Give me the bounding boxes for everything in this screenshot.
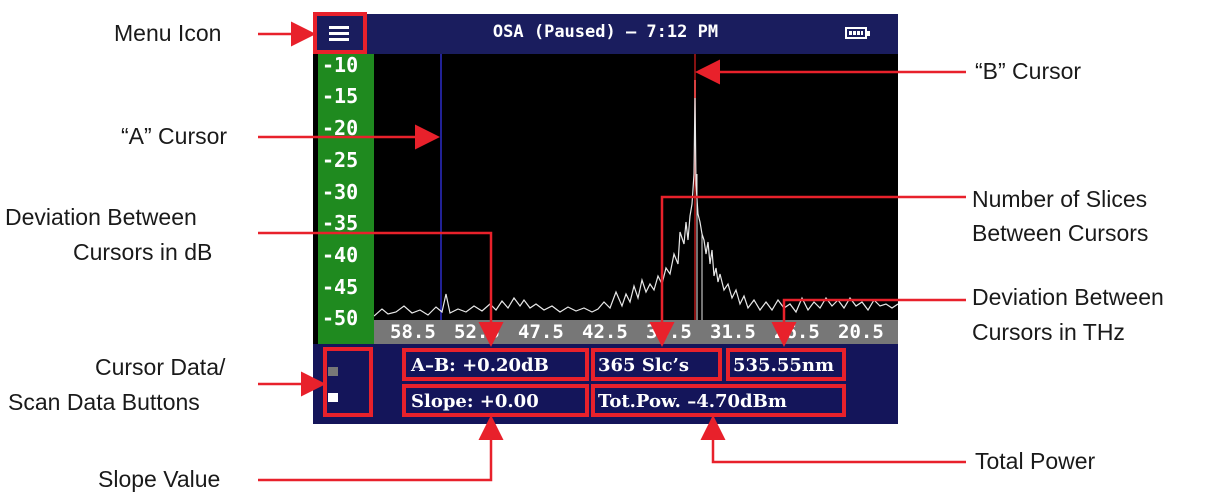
deviation-db-highlight	[402, 348, 589, 381]
y-tick-label: -50	[322, 306, 359, 330]
scan-data-button[interactable]	[328, 393, 338, 402]
x-axis: 58.5 52.5 47.5 42.5 36.5 31.5 26.5 20.5	[374, 320, 898, 344]
slices-highlight	[591, 348, 722, 381]
total-power-leader	[700, 415, 966, 464]
cursor-data-button[interactable]	[328, 367, 338, 376]
y-tick-label: -40	[322, 243, 359, 267]
x-tick-label: 20.5	[838, 321, 884, 343]
callout-buttons-line1: Cursor Data/	[95, 354, 226, 380]
screen-title: OSA (Paused) – 7:12 PM	[492, 22, 719, 42]
callout-buttons-line2: Scan Data Buttons	[8, 389, 200, 415]
total-power-value: Tot.Pow. –4.70dBm	[598, 391, 787, 412]
spectrum-plot[interactable]	[374, 54, 898, 320]
x-tick-label: 47.5	[518, 321, 564, 343]
callout-total-power: Total Power	[975, 448, 1096, 474]
battery-icon	[845, 27, 870, 39]
x-tick-label: 36.5	[646, 321, 692, 343]
callout-deviation-thz-line2: Cursors in THz	[972, 319, 1125, 345]
total-power-highlight	[591, 384, 846, 417]
x-tick-label: 58.5	[390, 321, 436, 343]
callout-a-cursor: “A” Cursor	[121, 123, 228, 149]
callout-b-cursor: “B” Cursor	[975, 58, 1082, 84]
y-tick-label: -45	[322, 275, 359, 299]
y-tick-label: -30	[322, 180, 359, 204]
deviation-db-value: A–B: +0.20dB	[411, 355, 549, 376]
slices-value: 365 Slc’s	[598, 355, 690, 376]
slope-highlight	[402, 384, 589, 417]
wavelength-highlight	[726, 348, 846, 381]
y-axis: -10 -15 -20 -25 -30 -35 -40 -45 -50	[318, 54, 374, 356]
callout-slices-line2: Between Cursors	[972, 220, 1149, 246]
menu-icon-highlight	[313, 12, 367, 54]
y-tick-label: -25	[322, 148, 359, 172]
callout-deviation-db-line2: Cursors in dB	[73, 239, 213, 265]
buttons-highlight	[323, 347, 373, 417]
title-bar: OSA (Paused) – 7:12 PM	[313, 14, 898, 54]
callout-menu-icon: Menu Icon	[114, 20, 222, 46]
callout-deviation-thz-line1: Deviation Between	[972, 284, 1164, 310]
callout-deviation-db-line1: Deviation Between	[5, 204, 197, 230]
slope-value: Slope: +0.00	[411, 391, 539, 412]
y-tick-label: -10	[322, 53, 359, 77]
wavelength-value: 535.55nm	[733, 355, 835, 376]
spectrum-trace	[374, 93, 898, 317]
callout-slices-line1: Number of Slices	[972, 186, 1148, 212]
y-tick-label: -15	[322, 84, 359, 108]
slope-leader	[258, 415, 504, 482]
x-tick-label: 42.5	[582, 321, 628, 343]
x-tick-label: 31.5	[710, 321, 756, 343]
x-tick-label: 52.5	[454, 321, 500, 343]
y-tick-label: -20	[322, 116, 359, 140]
y-tick-label: -35	[322, 211, 359, 235]
hamburger-menu-icon[interactable]	[313, 14, 365, 54]
x-tick-label: 26.5	[774, 321, 820, 343]
callout-slope-value: Slope Value	[98, 466, 221, 492]
